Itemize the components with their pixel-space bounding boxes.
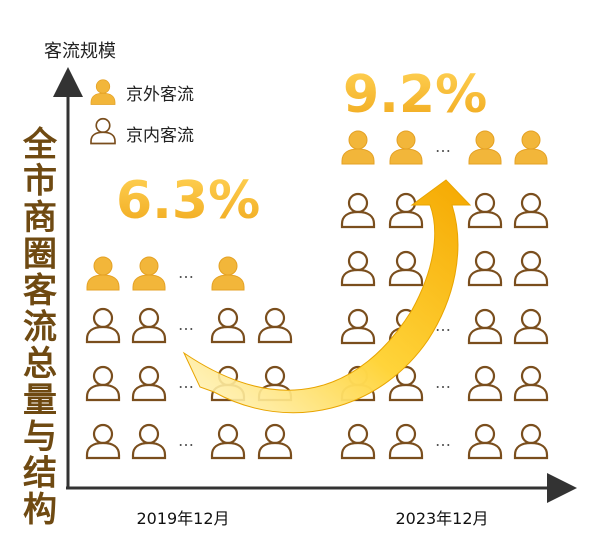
inside-person-icon [340,250,376,287]
inside-person-icon [85,365,121,402]
inside-person-icon [340,423,376,460]
side-title-char: 构 [23,490,57,530]
y-axis-label: 客流规模 [44,41,116,62]
outside-person-icon [514,130,548,165]
outside-person-icon [389,130,423,165]
inside-person-icon [467,423,503,460]
inside-person-icon [85,423,121,460]
inside-person-icon [467,192,503,229]
side-title-char: 量 [23,381,57,421]
outside-person-icon [132,256,166,291]
ellipsis: … [178,431,194,450]
side-title-char: 全 [22,125,58,165]
inside-person-icon [85,307,121,344]
inside-person-icon [257,307,293,344]
legend-icon-outside-beijing [90,79,116,105]
inside-person-icon [131,365,167,402]
side-title-char: 圈 [23,235,57,275]
inside-person-icon [388,423,424,460]
inside-person-icon [513,308,549,345]
inside-person-icon [513,192,549,229]
ellipsis: … [178,373,194,392]
person-icon [90,79,116,105]
inside-person-icon [513,250,549,287]
outside-person-icon [341,130,375,165]
inside-person-icon [210,307,246,344]
side-title-char: 市 [23,162,57,202]
share-label-2019: 6.3% [116,171,260,231]
side-title-char: 流 [23,308,57,348]
ellipsis: … [178,263,194,282]
legend-label-outside-beijing: 京外客流 [126,85,194,105]
legend: 京外客流 京内客流 [90,79,194,146]
ellipsis: … [178,315,194,334]
inside-person-icon [340,192,376,229]
inside-person-icon [388,250,424,287]
x-tick-2019: 2019年12月 [136,509,229,528]
side-title-char: 总 [23,344,57,384]
outside-person-icon [211,256,245,291]
inside-person-icon [131,307,167,344]
legend-icon-inside-beijing [90,117,116,145]
inside-person-icon [388,192,424,229]
ellipsis: … [435,431,451,450]
side-title-char: 商 [23,198,57,238]
inside-person-icon [467,365,503,402]
share-label-2023: 9.2% [343,65,487,125]
legend-label-inside-beijing: 京内客流 [126,126,194,146]
inside-person-icon [388,365,424,402]
side-title-char: 客 [23,271,57,311]
inside-person-icon [340,308,376,345]
inside-person-icon [210,423,246,460]
inside-person-icon [513,423,549,460]
inside-person-icon [131,423,167,460]
person-icon [90,117,116,145]
ellipsis: … [435,373,451,392]
x-tick-2023: 2023年12月 [395,509,488,528]
outside-person-icon [86,256,120,291]
inside-person-icon [467,308,503,345]
growth-arrow [182,179,472,414]
inside-person-icon [467,250,503,287]
inside-person-icon [513,365,549,402]
outside-person-icon [468,130,502,165]
inside-person-icon [257,423,293,460]
side-title-char: 结 [23,454,57,494]
side-title-char: 与 [23,417,57,457]
ellipsis: … [435,137,451,156]
